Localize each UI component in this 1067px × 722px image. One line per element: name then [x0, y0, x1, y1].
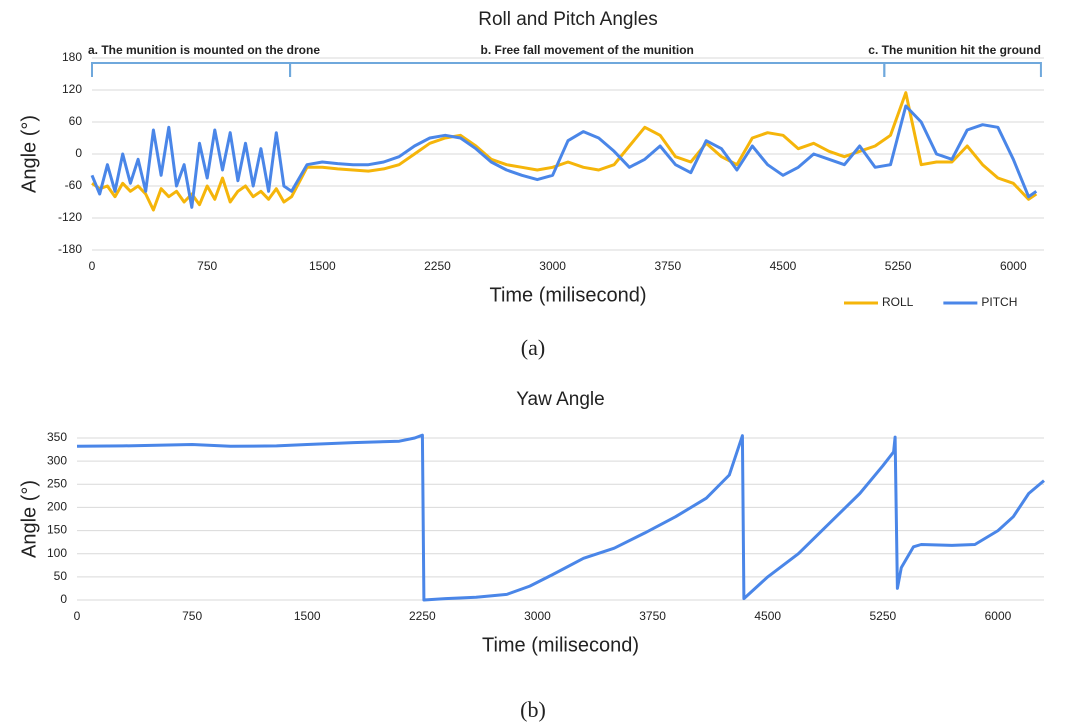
x-tick-label: 3750 — [654, 259, 681, 273]
x-tick-label: 2250 — [409, 609, 436, 623]
y-tick-label: 60 — [69, 114, 83, 128]
x-tick-label: 1500 — [294, 609, 321, 623]
series-line — [76, 433, 1045, 602]
y-tick-label: 120 — [62, 82, 82, 96]
annotation-bracket — [289, 62, 886, 77]
x-tick-label: 0 — [89, 259, 96, 273]
legend-label: PITCH — [981, 295, 1017, 309]
x-tick-label: 750 — [197, 259, 217, 273]
caption: (a) — [521, 335, 545, 360]
legend-label: ROLL — [882, 295, 914, 309]
x-tick-label: 3000 — [524, 609, 551, 623]
annotation-label: b. Free fall movement of the munition — [481, 43, 694, 57]
x-tick-label: 3000 — [539, 259, 566, 273]
y-tick-label: 350 — [47, 430, 67, 444]
x-tick-label: 4500 — [754, 609, 781, 623]
y-tick-label: 100 — [47, 546, 67, 560]
x-tick-label: 3750 — [639, 609, 666, 623]
x-tick-label: 5250 — [869, 609, 896, 623]
x-tick-label: 6000 — [1000, 259, 1027, 273]
y-tick-label: 50 — [54, 569, 68, 583]
y-tick-label: 250 — [47, 476, 67, 490]
x-tick-label: 6000 — [985, 609, 1012, 623]
x-axis-title: Time (milisecond) — [489, 284, 646, 306]
y-tick-label: -60 — [65, 178, 83, 192]
y-tick-label: 150 — [47, 523, 67, 537]
x-tick-label: 2250 — [424, 259, 451, 273]
annotation-label: a. The munition is mounted on the drone — [88, 43, 320, 57]
x-tick-label: 0 — [74, 609, 81, 623]
y-axis-title: Angle (°) — [18, 480, 40, 558]
y-tick-label: 0 — [60, 592, 67, 606]
annotation-label: c. The munition hit the ground — [868, 43, 1041, 57]
annotation-bracket — [883, 62, 1042, 77]
y-tick-label: 300 — [47, 453, 67, 467]
chart-title: Roll and Pitch Angles — [478, 9, 658, 30]
x-tick-label: 1500 — [309, 259, 336, 273]
y-tick-label: 200 — [47, 500, 67, 514]
series-line — [90, 104, 1038, 209]
x-tick-label: 5250 — [885, 259, 912, 273]
y-axis-title: Angle (°) — [18, 115, 40, 193]
y-tick-label: 180 — [62, 50, 82, 64]
annotation-bracket — [91, 62, 292, 77]
x-tick-label: 4500 — [770, 259, 797, 273]
y-tick-label: -120 — [58, 210, 82, 224]
x-axis-title: Time (milisecond) — [482, 634, 639, 656]
caption: (b) — [520, 697, 546, 722]
chart-title: Yaw Angle — [516, 389, 604, 410]
y-tick-label: -180 — [58, 242, 82, 256]
x-tick-label: 750 — [182, 609, 202, 623]
y-tick-label: 0 — [75, 146, 82, 160]
